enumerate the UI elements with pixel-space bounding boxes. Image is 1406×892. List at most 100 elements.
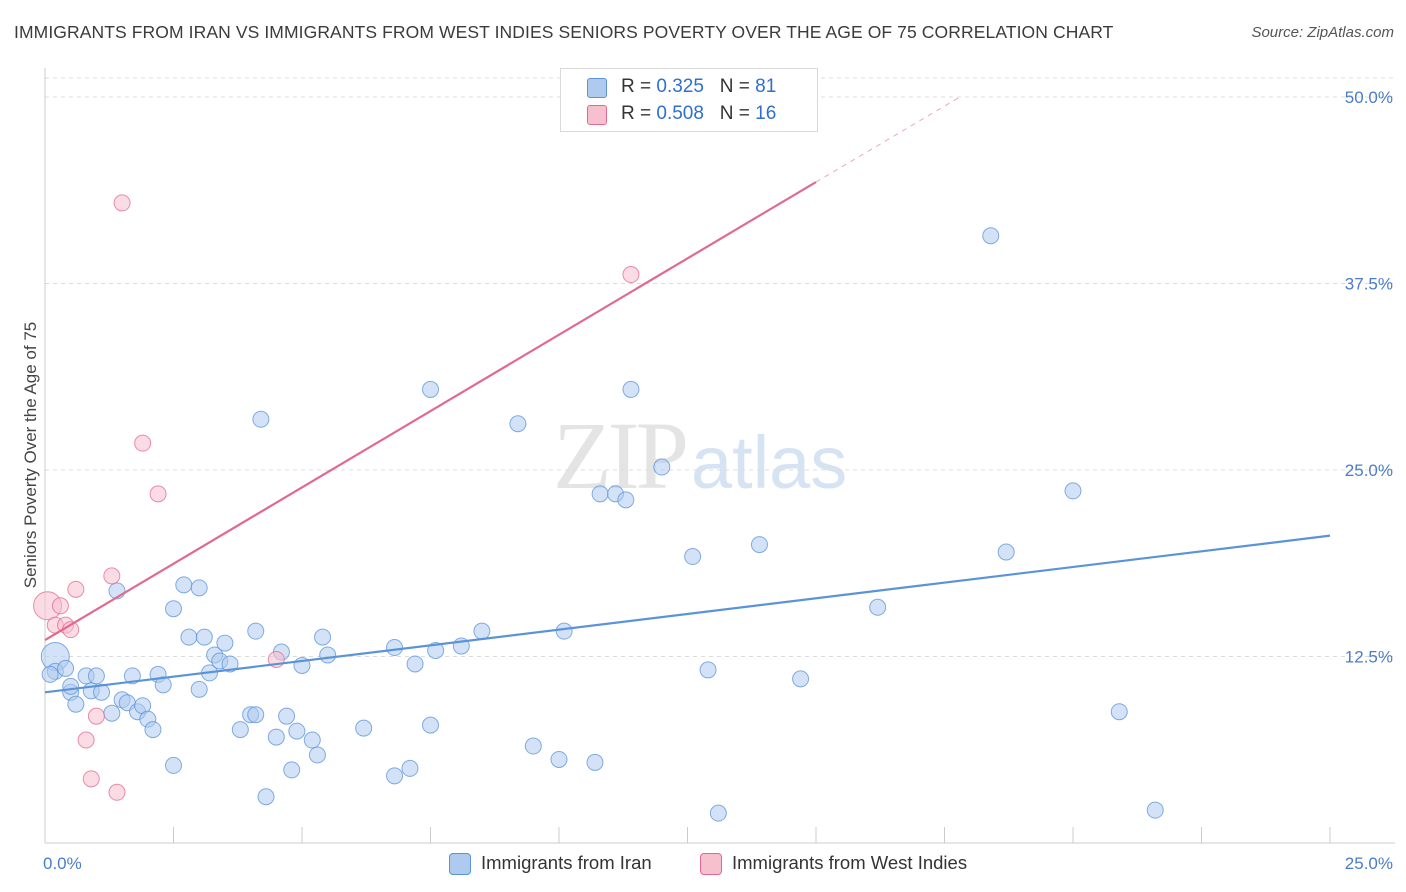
y-axis-label: Seniors Poverty Over the Age of 75 [21,322,40,588]
x-tick-label: 0.0% [43,854,82,873]
trend-lines [44,96,1331,694]
iran-point [175,576,193,594]
iran-point [422,380,439,398]
iran-point [57,659,75,677]
legend-text-west-indies: R = 0.508 N = 16 [621,103,776,125]
iran-point [190,579,208,597]
iran-point [1146,801,1164,819]
iran-point [252,410,270,428]
iran-point [283,761,301,779]
iran-point [314,628,332,646]
iran-point [555,622,573,640]
west-indies-point [149,485,167,503]
iran-point [406,655,424,673]
west-indies-point [87,707,105,725]
legend-swatch-west-indies [587,105,607,125]
bottom-legend-iran: Immigrants from Iran [449,850,679,876]
legend-n-value: 81 [755,76,777,97]
iran-point [1064,482,1082,500]
tick-labels: 12.5% 25.0% 37.5% 50.0% 0.0% 25.0% [43,88,1393,873]
west-indies-point [51,597,69,615]
iran-point [591,485,609,503]
iran-point [123,667,141,685]
x-tick-label: 25.0% [1345,854,1393,873]
iran-point [1110,703,1128,721]
iran-point [709,804,727,822]
iran-point [422,716,439,734]
legend-n-value: 16 [755,103,777,124]
west-indies-point [134,434,152,452]
iran-point [622,380,640,398]
legend-r-label: R = [621,103,652,124]
iran-point [355,719,373,737]
bottom-legend-label-iran: Immigrants from Iran [481,852,652,873]
iran-point [303,731,321,749]
west-indies-point [67,580,85,598]
iran-point [509,415,527,433]
iran-point [288,722,306,740]
west-indies-point [103,567,121,585]
legend-text-iran: R = 0.325 N = 81 [621,76,776,98]
iran-point [386,639,404,657]
iran-point [386,767,404,785]
iran-point [427,642,445,660]
trend-line-west-indies [44,181,817,642]
west-indies-point [108,783,126,801]
legend-r-value: 0.508 [656,103,704,124]
iran-point [41,665,59,683]
iran-point [67,695,85,713]
bottom-legend-swatch-west-indies [700,853,722,875]
iran-point [278,707,296,725]
bottom-legend-swatch-iran [449,853,471,875]
iran-point [699,661,717,679]
watermark-atlas: atlas [691,421,848,504]
west-indies-point [622,266,640,284]
chart-title: IMMIGRANTS FROM IRAN VS IMMIGRANTS FROM … [14,22,1114,42]
iran-point [190,680,208,698]
iran-point [267,728,285,746]
bottom-legend-label-west-indies: Immigrants from West Indies [732,852,968,873]
west-indies-point [113,194,131,212]
iran-point [247,706,265,724]
iran-point [195,628,213,646]
bottom-legend-west-indies: Immigrants from West Indies [700,850,1000,876]
trend-line-west-indies-extension [815,96,961,183]
series-west-indies-points [33,194,640,801]
y-tick-label: 12.5% [1345,648,1393,667]
iran-point [62,677,80,695]
iran-point [180,628,198,646]
iran-point [257,788,275,806]
iran-point [319,646,337,664]
iran-point [87,667,105,685]
series-iran-points [40,227,1164,822]
gridlines [45,77,1395,657]
y-tick-label: 50.0% [1345,88,1393,107]
iran-point [473,622,491,640]
west-indies-point [77,731,95,749]
iran-point [617,491,635,509]
iran-point [550,750,568,768]
legend-r-label: R = [621,76,652,97]
west-indies-point [82,770,100,788]
iran-point [165,600,182,618]
iran-point [216,634,234,652]
trend-line-iran [44,534,1331,694]
iran-point [869,598,887,616]
legend-swatch-iran [587,78,607,98]
legend-n-label: N = [719,103,750,124]
iran-point [684,548,702,566]
legend-n-label: N = [719,76,750,97]
iran-point [165,756,182,774]
y-tick-label: 25.0% [1345,461,1393,480]
iran-point [524,737,542,755]
iran-point [247,622,265,640]
legend-r-value: 0.325 [656,76,704,97]
y-tick-label: 37.5% [1345,275,1393,294]
axes [44,68,1395,844]
iran-point [653,458,671,476]
iran-point [144,721,162,739]
iran-point [401,759,419,777]
iran-point [792,670,810,688]
iran-point [103,704,121,722]
